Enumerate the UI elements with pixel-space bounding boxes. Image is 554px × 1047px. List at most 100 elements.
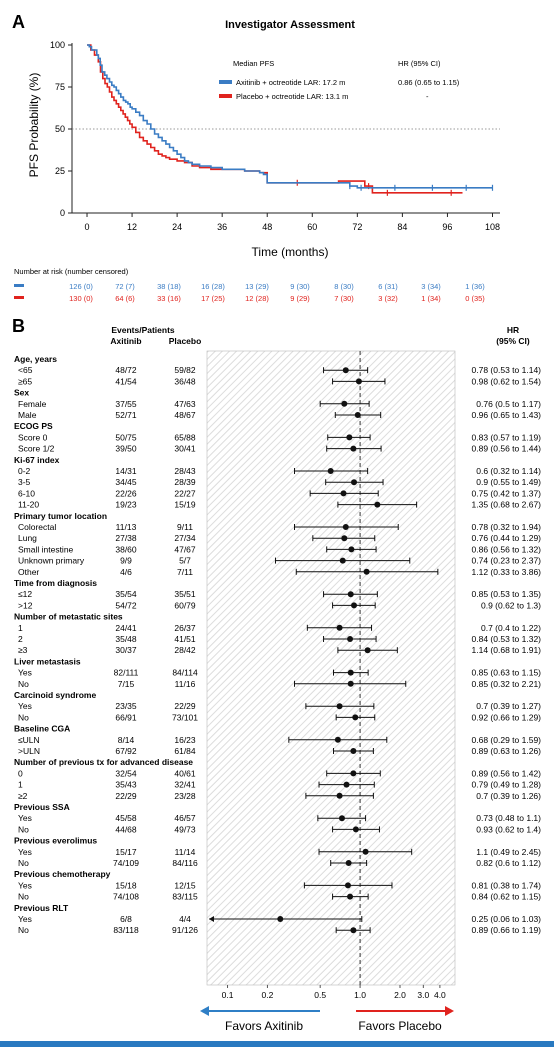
km-y-tick-label: 0 xyxy=(60,208,65,218)
forest-events-axitinib: 44/68 xyxy=(115,824,137,834)
forest-hr-point xyxy=(277,916,284,922)
forest-events-axitinib: 35/43 xyxy=(115,780,137,790)
forest-subgroup-label: No xyxy=(18,824,29,834)
forest-events-placebo: 4/4 xyxy=(179,914,191,924)
forest-events-placebo: 36/48 xyxy=(174,376,196,386)
forest-header-axitinib: Axitinib xyxy=(110,336,141,346)
forest-subgroup-label: <65 xyxy=(18,365,33,375)
forest-hr-text: 0.9 (0.55 to 1.49) xyxy=(476,477,541,487)
legend-hr-placebo: - xyxy=(426,92,429,101)
forest-events-placebo: 28/43 xyxy=(174,466,196,476)
km-x-tick-label: 84 xyxy=(397,222,407,232)
forest-subgroup-label: Small intestine xyxy=(18,544,74,554)
km-x-tick-label: 48 xyxy=(262,222,272,232)
forest-hr-point xyxy=(342,524,349,530)
forest-events-placebo: 32/41 xyxy=(174,780,196,790)
forest-subgroup-label: ≤ULN xyxy=(18,735,40,745)
favors-placebo-label: Favors Placebo xyxy=(358,1019,442,1033)
forest-hr-point xyxy=(355,378,362,385)
forest-hr-text: 0.85 (0.32 to 2.21) xyxy=(472,679,542,689)
forest-hr-text: 0.89 (0.63 to 1.26) xyxy=(472,746,542,756)
forest-hr-text: 0.96 (0.65 to 1.43) xyxy=(472,410,542,420)
forest-hr-point xyxy=(347,591,354,598)
forest-header-events: Events/Patients xyxy=(111,325,175,335)
forest-events-placebo: 9/11 xyxy=(177,522,193,532)
forest-subgroup-label: Yes xyxy=(18,668,32,678)
km-y-tick-label: 75 xyxy=(55,82,65,92)
km-x-tick-label: 0 xyxy=(85,222,90,232)
km-y-tick-label: 25 xyxy=(55,166,65,176)
forest-events-placebo: 46/57 xyxy=(174,813,196,823)
forest-hr-text: 0.73 (0.48 to 1.1) xyxy=(476,813,541,823)
favors-axitinib-label: Favors Axitinib xyxy=(225,1019,303,1033)
forest-subgroup-label: Yes xyxy=(18,914,32,924)
forest-hr-point xyxy=(347,669,354,676)
forest-subgroup-label: Other xyxy=(18,567,39,577)
forest-events-axitinib: 83/118 xyxy=(113,925,139,935)
forest-events-axitinib: 74/109 xyxy=(113,858,139,868)
forest-group-header: Number of previous tx for advanced disea… xyxy=(14,757,193,767)
forest-events-axitinib: 38/60 xyxy=(115,544,137,554)
panel-a-letter: A xyxy=(12,12,25,32)
forest-hr-point xyxy=(354,412,361,418)
km-x-tick-label: 60 xyxy=(307,222,317,232)
forest-hr-text: 0.85 (0.63 to 1.15) xyxy=(472,668,542,678)
forest-events-placebo: 5/7 xyxy=(179,556,191,566)
forest-x-tick-label: 4.0 xyxy=(434,990,446,1000)
forest-events-placebo: 47/67 xyxy=(174,544,196,554)
risk-value-placebo: 17 (25) xyxy=(201,294,225,303)
forest-events-placebo: 49/73 xyxy=(174,824,196,834)
forest-subgroup-label: Yes xyxy=(18,701,32,711)
forest-events-placebo: 28/39 xyxy=(174,477,196,487)
forest-header-ci: (95% CI) xyxy=(496,336,530,346)
forest-subgroup-label: 0 xyxy=(18,768,23,778)
forest-subgroup-label: No xyxy=(18,925,29,935)
forest-group-header: Number of metastatic sites xyxy=(14,612,123,622)
legend-header: Median PFS xyxy=(233,59,274,68)
forest-events-axitinib: 23/35 xyxy=(115,701,137,711)
forest-hr-point xyxy=(350,927,357,934)
forest-subgroup-label: 11-20 xyxy=(18,500,39,510)
forest-hr-text: 0.7 (0.39 to 1.26) xyxy=(476,791,541,801)
risk-value-axitinib: 8 (30) xyxy=(334,282,354,291)
forest-events-placebo: 15/19 xyxy=(174,500,196,510)
forest-hr-text: 1.1 (0.49 to 2.45) xyxy=(476,847,541,857)
forest-events-axitinib: 50/75 xyxy=(115,432,137,442)
forest-x-tick-label: 0.5 xyxy=(314,990,326,1000)
forest-hr-text: 1.35 (0.68 to 2.67) xyxy=(472,500,542,510)
forest-events-axitinib: 54/72 xyxy=(115,600,137,610)
forest-events-placebo: 7/11 xyxy=(177,567,193,577)
risk-value-placebo: 9 (29) xyxy=(290,294,310,303)
forest-events-placebo: 59/82 xyxy=(174,365,196,375)
forest-events-axitinib: 35/54 xyxy=(115,589,137,599)
bottom-bar xyxy=(0,1041,554,1047)
forest-events-axitinib: 30/37 xyxy=(115,645,137,655)
forest-group-header: Baseline CGA xyxy=(14,724,70,734)
forest-hr-point xyxy=(350,445,357,452)
forest-hr-point xyxy=(336,792,343,799)
forest-hr-point xyxy=(352,826,359,833)
forest-subgroup-label: Unknown primary xyxy=(18,556,85,566)
forest-header-placebo: Placebo xyxy=(169,336,202,346)
forest-hr-point xyxy=(351,479,358,486)
forest-subgroup-label: Female xyxy=(18,399,47,409)
risk-value-axitinib: 6 (31) xyxy=(378,282,398,291)
forest-subgroup-label: 1 xyxy=(18,623,23,633)
forest-hr-text: 0.68 (0.29 to 1.59) xyxy=(472,735,542,745)
km-ylabel: PFS Probability (%) xyxy=(27,73,41,178)
forest-hr-text: 0.9 (0.62 to 1.3) xyxy=(481,600,541,610)
forest-hr-point xyxy=(362,848,369,855)
forest-hr-point xyxy=(338,815,345,822)
forest-subgroup-label: Yes xyxy=(18,813,32,823)
forest-hr-point xyxy=(336,624,343,631)
risk-value-axitinib: 16 (28) xyxy=(201,282,225,291)
forest-hr-point xyxy=(348,546,355,553)
risk-value-axitinib: 3 (34) xyxy=(421,282,441,291)
forest-events-axitinib: 15/18 xyxy=(115,880,137,890)
forest-events-placebo: 27/34 xyxy=(174,533,196,543)
forest-events-axitinib: 19/23 xyxy=(115,500,137,510)
forest-group-header: Sex xyxy=(14,388,29,398)
forest-header-hr: HR xyxy=(507,325,519,335)
forest-hr-point xyxy=(352,714,359,721)
forest-hr-text: 0.76 (0.44 to 1.29) xyxy=(472,533,542,543)
